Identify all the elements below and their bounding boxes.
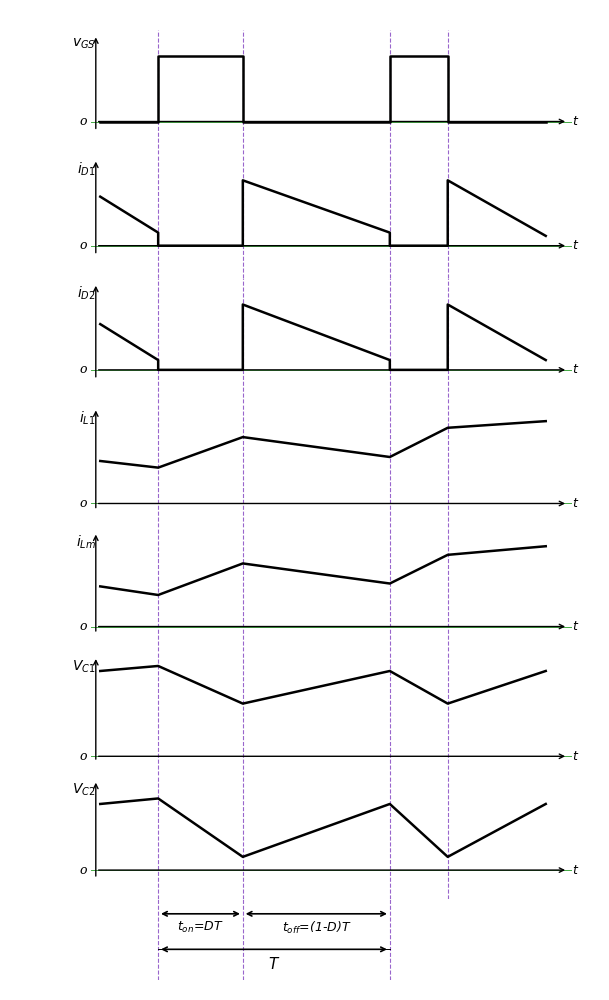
Text: o: o (79, 239, 87, 252)
Text: $t$: $t$ (572, 115, 580, 128)
Text: $V_{C2}$: $V_{C2}$ (72, 782, 96, 798)
Text: o: o (79, 115, 87, 128)
Text: $T$: $T$ (268, 956, 280, 972)
Text: $t_{off}$=(1-D)T: $t_{off}$=(1-D)T (281, 920, 351, 936)
Text: $i_{D2}$: $i_{D2}$ (77, 285, 96, 302)
Text: o: o (79, 620, 87, 633)
Text: $t$: $t$ (572, 497, 580, 510)
Text: $t$: $t$ (572, 750, 580, 763)
Text: $t$: $t$ (572, 363, 580, 376)
Text: $v_{GS}$: $v_{GS}$ (72, 36, 96, 51)
Text: o: o (79, 497, 87, 510)
Text: $t$: $t$ (572, 239, 580, 252)
Text: $i_{Lm}$: $i_{Lm}$ (76, 534, 96, 551)
Text: $t_{on}$=DT: $t_{on}$=DT (177, 920, 224, 935)
Text: $t$: $t$ (572, 620, 580, 633)
Text: o: o (79, 750, 87, 763)
Text: $t_0$: $t_0$ (152, 899, 164, 914)
Text: $t_2$: $t_2$ (384, 899, 396, 914)
Text: $t_1$: $t_1$ (237, 899, 248, 914)
Text: o: o (79, 864, 87, 877)
Text: $V_{C1}$: $V_{C1}$ (72, 658, 96, 675)
Text: $i_{D1}$: $i_{D1}$ (77, 161, 96, 178)
Text: o: o (79, 363, 87, 376)
Text: $t$: $t$ (572, 864, 580, 877)
Text: $i_{L1}$: $i_{L1}$ (79, 410, 96, 427)
